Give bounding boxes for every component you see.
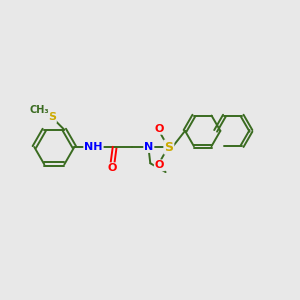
Text: NH: NH [84, 142, 103, 152]
Text: O: O [155, 160, 164, 170]
Text: O: O [155, 124, 164, 134]
Text: S: S [48, 112, 56, 122]
Text: CH₃: CH₃ [30, 105, 50, 115]
Text: O: O [108, 163, 117, 173]
Text: S: S [164, 141, 173, 154]
Text: N: N [144, 142, 153, 152]
